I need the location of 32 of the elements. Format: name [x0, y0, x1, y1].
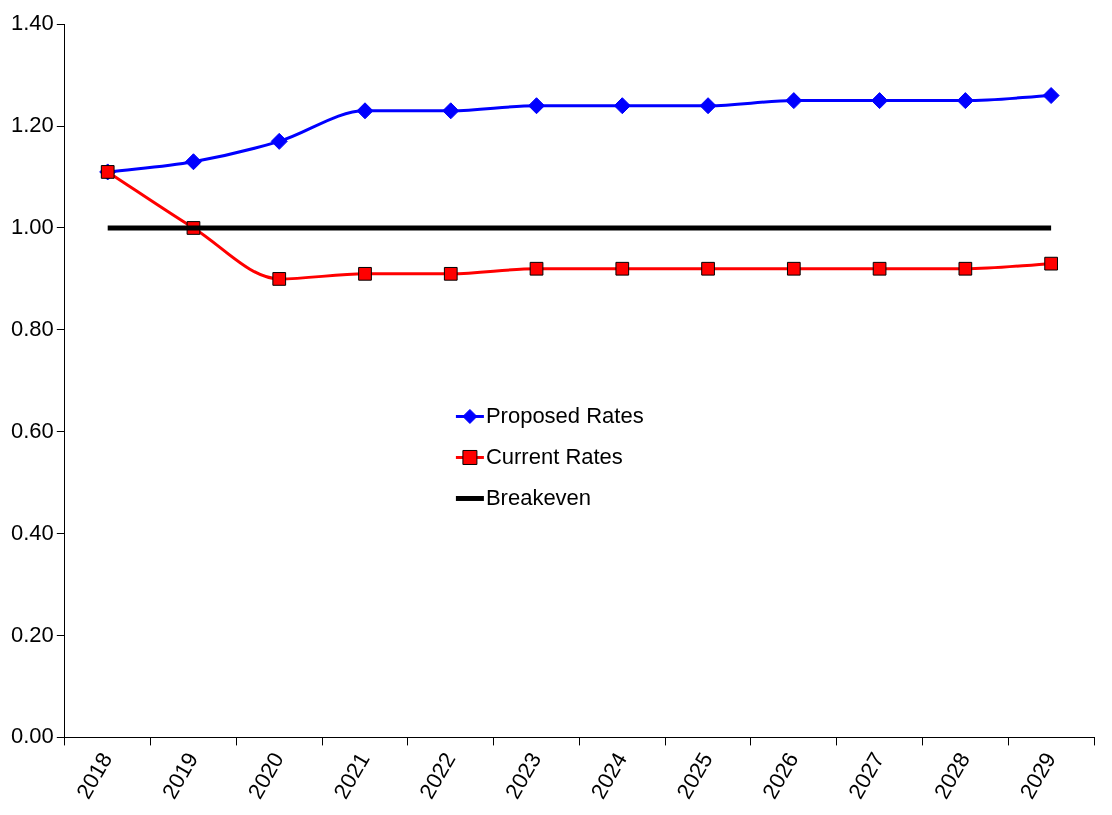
point: [529, 261, 544, 276]
point: [1042, 87, 1060, 105]
y-tick-label: 1.40: [10, 10, 54, 36]
point: [701, 261, 715, 276]
legend-label: Breakeven: [485, 484, 592, 510]
point: [358, 266, 372, 281]
point: [958, 261, 973, 276]
point: [785, 92, 803, 110]
y-tick-label: 0.60: [10, 417, 54, 443]
point: [613, 97, 631, 115]
point: [272, 272, 287, 286]
point: [956, 92, 974, 110]
point: [615, 261, 630, 276]
y-tick-label: 0.40: [10, 519, 54, 545]
point: [1044, 256, 1058, 271]
point: [528, 97, 546, 115]
point: [356, 102, 374, 120]
point: [786, 261, 801, 276]
y-tick-label: 0.80: [10, 315, 54, 341]
point: [872, 261, 887, 276]
y-tick-label: 1.20: [10, 112, 54, 138]
point: [442, 102, 460, 120]
point: [443, 266, 458, 281]
y-tick-label: 0.00: [10, 723, 54, 749]
point: [871, 92, 889, 110]
legend-label: Proposed Rates: [485, 402, 644, 428]
point: [270, 132, 288, 150]
legend-label: Current Rates: [485, 443, 623, 469]
point: [184, 153, 202, 171]
y-tick-label: 0.20: [10, 621, 54, 647]
point: [699, 97, 717, 115]
y-tick-label: 1.00: [10, 214, 54, 240]
